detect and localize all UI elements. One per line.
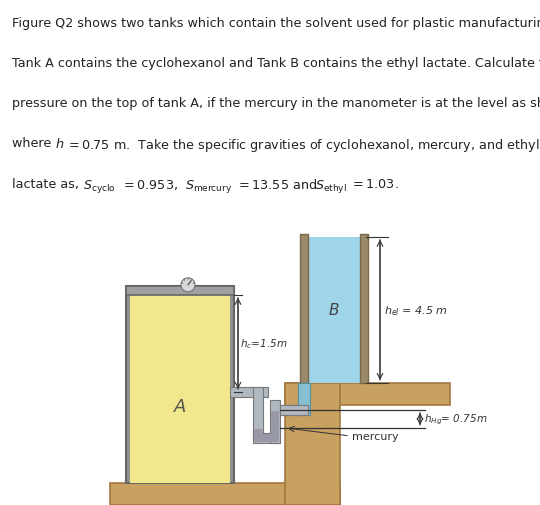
Text: $= 0.75$ m.  Take the specific gravities of cyclohexanol, mercury, and ethyl: $= 0.75$ m. Take the specific gravities … <box>66 137 539 154</box>
Text: $h_{Hg}$= 0.75m: $h_{Hg}$= 0.75m <box>424 412 488 426</box>
FancyBboxPatch shape <box>271 411 279 442</box>
Polygon shape <box>285 383 450 405</box>
Text: B: B <box>329 302 339 318</box>
FancyBboxPatch shape <box>280 405 308 415</box>
Text: where: where <box>12 137 55 150</box>
FancyBboxPatch shape <box>253 433 280 443</box>
FancyBboxPatch shape <box>308 237 360 383</box>
FancyBboxPatch shape <box>126 286 234 483</box>
FancyBboxPatch shape <box>270 400 280 443</box>
Text: $S_{\mathregular{ethyl}}$: $S_{\mathregular{ethyl}}$ <box>315 177 347 194</box>
Text: $S_{\mathregular{mercury}}$: $S_{\mathregular{mercury}}$ <box>185 177 232 194</box>
Text: $= 0.953,$: $= 0.953,$ <box>121 177 178 191</box>
Polygon shape <box>110 483 340 505</box>
FancyBboxPatch shape <box>254 434 279 442</box>
Text: $h$: $h$ <box>55 137 64 151</box>
Text: $= 13.55$ and: $= 13.55$ and <box>236 177 317 191</box>
Polygon shape <box>285 383 340 505</box>
FancyBboxPatch shape <box>298 383 310 415</box>
FancyBboxPatch shape <box>360 234 368 383</box>
FancyBboxPatch shape <box>253 387 263 433</box>
Text: $= 1.03.$: $= 1.03.$ <box>350 177 399 190</box>
FancyBboxPatch shape <box>126 286 234 295</box>
FancyBboxPatch shape <box>130 295 230 483</box>
Text: Tank A contains the cyclohexanol and Tank B contains the ethyl lactate. Calculat: Tank A contains the cyclohexanol and Tan… <box>12 57 540 70</box>
Text: Figure Q2 shows two tanks which contain the solvent used for plastic manufacturi: Figure Q2 shows two tanks which contain … <box>12 17 540 30</box>
Circle shape <box>181 278 195 292</box>
Text: $h_{el}$ = 4.5 m: $h_{el}$ = 4.5 m <box>384 304 448 317</box>
Text: mercury: mercury <box>352 431 399 441</box>
FancyBboxPatch shape <box>254 429 262 442</box>
Text: A: A <box>174 397 186 416</box>
Text: pressure on the top of tank A, if the mercury in the manometer is at the level a: pressure on the top of tank A, if the me… <box>12 97 540 110</box>
Text: $h_c$=1.5m: $h_c$=1.5m <box>240 337 287 350</box>
FancyBboxPatch shape <box>230 387 268 397</box>
Text: lactate as,: lactate as, <box>12 177 83 190</box>
FancyBboxPatch shape <box>300 234 308 383</box>
Text: $S_{\mathregular{cyclo}}$: $S_{\mathregular{cyclo}}$ <box>83 177 116 194</box>
FancyBboxPatch shape <box>280 405 308 415</box>
